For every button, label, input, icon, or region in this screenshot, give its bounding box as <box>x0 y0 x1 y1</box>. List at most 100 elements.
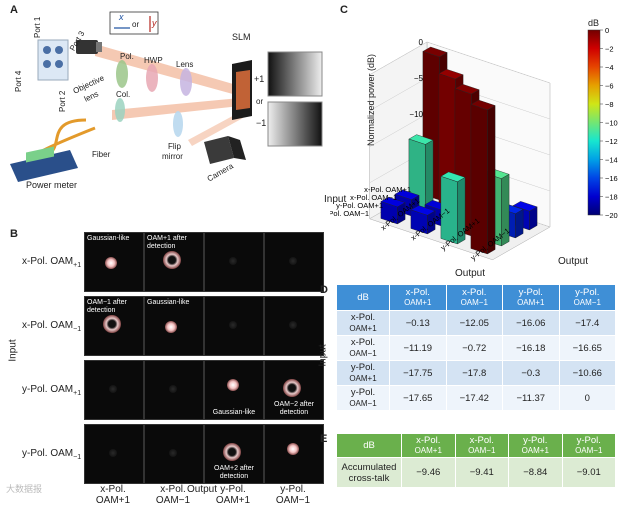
pol-label: Pol. <box>120 52 134 61</box>
panel-b-row-label: x-Pol. OAM+1 <box>22 256 82 269</box>
gridline <box>369 77 428 112</box>
colorbar-tick-label: −10 <box>605 119 618 128</box>
plus1-label: +1 <box>254 74 265 84</box>
table-d-cell: −17.8 <box>445 360 503 386</box>
mirror-label: mirror <box>162 152 183 161</box>
panel-b-row-label: y-Pol. OAM+1 <box>22 384 82 397</box>
minus1-label: −1 <box>256 118 267 128</box>
panel-b-input-axis: Input <box>7 339 19 362</box>
table-d-cell: −17.65 <box>389 385 447 411</box>
table-d-corner: dB <box>336 284 390 311</box>
col-label: Col. <box>116 90 131 99</box>
colorbar <box>587 29 601 216</box>
table-e-corner: dB <box>336 433 402 458</box>
camera-tile: OAM+2 after detection <box>204 424 264 484</box>
gridline <box>369 113 428 148</box>
port-2-label: Port 2 <box>58 90 67 112</box>
bar-side <box>501 173 510 247</box>
beam-spot <box>165 321 177 333</box>
table-e-row: Accumulated cross-talk −9.46 −9.41 −8.84 … <box>336 457 616 488</box>
table-d-cell: −16.18 <box>502 335 560 361</box>
lens-label: Lens <box>176 60 194 69</box>
flip-label: Flip <box>168 142 181 151</box>
table-d-cell: 0 <box>558 385 616 411</box>
input-tick-label: x-Pol. OAM+1 <box>364 185 411 194</box>
hwp <box>146 64 158 92</box>
colorbar-tick-label: 0 <box>605 26 609 35</box>
table-d-input-title: Input <box>317 344 329 367</box>
bar-side <box>515 209 524 239</box>
panel-c-label: C <box>340 4 348 16</box>
legend-or-label: or <box>132 20 140 29</box>
table-e-cell: −9.01 <box>561 457 616 488</box>
table-d-cell: −0.72 <box>445 335 503 361</box>
panel-b-col-label: y-Pol. OAM−1 <box>275 484 311 506</box>
camera-tile: OAM−2 after detection <box>264 360 324 420</box>
setup-schematic <box>10 11 323 182</box>
colorbar-tick-label: −4 <box>605 63 614 72</box>
bar-side <box>457 177 466 245</box>
flip-mirror <box>173 111 183 137</box>
hwp-label: HWP <box>144 56 163 65</box>
beam-lower <box>112 98 240 120</box>
lens-element <box>180 68 192 96</box>
table-d: dB x-Pol. OAM+1 x-Pol. OAM−1 y-Pol. OAM+1 y… <box>336 284 616 411</box>
table-d-cell: −17.75 <box>389 360 447 386</box>
beam-spot <box>289 257 297 265</box>
panel-d-label: D <box>320 284 328 296</box>
table-e-col-head: x-Pol. OAM+1 <box>401 433 456 458</box>
slm-label: SLM <box>232 32 251 42</box>
beam-spot <box>105 257 117 269</box>
panel-b-output-axis: Output <box>187 484 218 495</box>
colorbar-tick-label: −8 <box>605 100 614 109</box>
objective-lens <box>76 40 102 54</box>
camera-tile <box>204 232 264 292</box>
gridline <box>426 41 551 84</box>
colorbar-tick-label: −16 <box>605 174 618 183</box>
camera-tile: Gaussian-like <box>144 296 204 356</box>
colorbar-tick-label: −12 <box>605 137 618 146</box>
bar-side <box>427 210 436 235</box>
or-label: or <box>256 97 264 106</box>
bar-side <box>487 105 496 255</box>
table-d-cell: −17.42 <box>445 385 503 411</box>
bar-side <box>397 202 406 225</box>
camera-tile: Gaussian-like <box>204 360 264 420</box>
camera-tile: OAM+1 after detection <box>144 232 204 292</box>
camera-tile <box>264 424 324 484</box>
table-d-row: y-Pol. OAM−1 −17.65 −17.42 −11.37 0 <box>336 385 616 411</box>
camera-tile <box>204 296 264 356</box>
watermark: 大数据报 <box>6 484 43 494</box>
beam-spot <box>109 449 117 457</box>
beam-spot <box>103 315 121 333</box>
table-d-col-head: x-Pol. OAM−1 <box>445 284 503 311</box>
panel-b-row-label: x-Pol. OAM−1 <box>22 320 82 333</box>
table-d-row-head: x-Pol. OAM+1 <box>336 310 390 336</box>
tile-caption: OAM−1 after detection <box>87 299 127 314</box>
beam-spot <box>229 257 237 265</box>
camera-tile <box>144 360 204 420</box>
beam-spot <box>287 443 299 455</box>
z-tick-label: 0 <box>419 38 424 47</box>
table-d-col-head: x-Pol. OAM+1 <box>389 284 447 311</box>
input-tick-label: y-Pol. OAM−1 <box>330 209 369 218</box>
table-d-row: x-Pol. OAM−1 −11.19 −0.72 −16.18 −16.65 <box>336 335 616 361</box>
colorbar-label: dB <box>588 18 600 28</box>
bar-front <box>470 104 488 255</box>
table-e-header-row: dB x-Pol. OAM+1 x-Pol. OAM−1 y-Pol. OAM+1 y… <box>336 433 616 458</box>
beam-upper <box>95 44 240 96</box>
beam-camera <box>188 112 243 146</box>
input-tick-label: x-Pol. OAM−1 <box>350 193 397 202</box>
table-d-cell: −11.19 <box>389 335 447 361</box>
chart-xlabel: Input <box>324 194 347 205</box>
table-d-row-head: y-Pol. OAM+1 <box>336 360 390 386</box>
beam-spot <box>169 449 177 457</box>
z-tick-label: −5 <box>414 74 424 83</box>
power-meter-label: Power meter <box>26 180 78 190</box>
camera-tile: OAM−1 after detection <box>84 296 144 356</box>
panel-b-col-label: y-Pol. OAM+1 <box>215 484 251 506</box>
table-d-row-head: y-Pol. OAM−1 <box>336 385 390 411</box>
legend-x-label: x <box>119 12 124 22</box>
hologram-plus1 <box>267 51 323 97</box>
table-d-row: x-Pol. OAM+1 −0.13 −12.05 −16.06 −17.4 <box>336 310 616 336</box>
